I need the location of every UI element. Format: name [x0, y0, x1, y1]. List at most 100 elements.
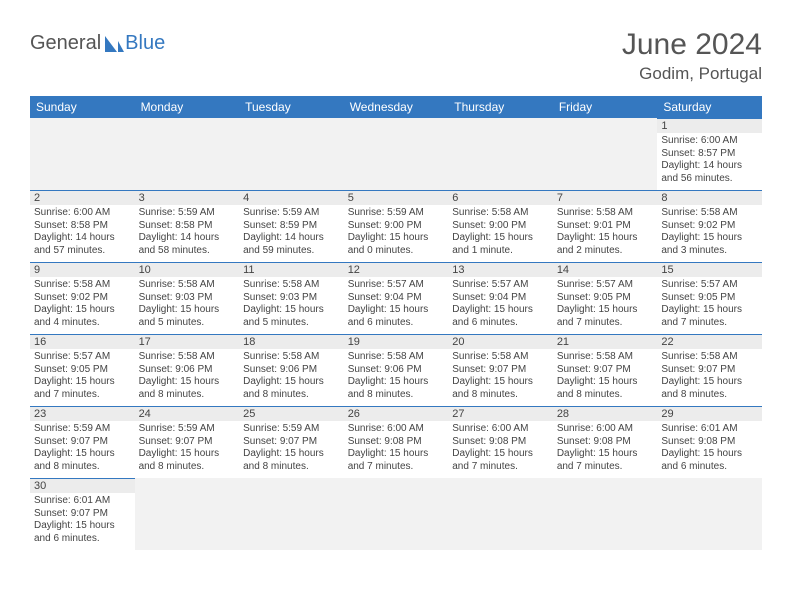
sunset-text: Sunset: 9:06 PM — [243, 364, 340, 377]
sunset-text: Sunset: 9:00 PM — [452, 220, 549, 233]
daylight-text: Daylight: 15 hours and 8 minutes. — [348, 376, 445, 401]
day-cell: 27Sunrise: 6:00 AMSunset: 9:08 PMDayligh… — [448, 406, 553, 478]
daylight-text: Daylight: 15 hours and 6 minutes. — [34, 520, 131, 545]
daylight-text: Daylight: 15 hours and 2 minutes. — [557, 232, 654, 257]
day-number: 12 — [344, 262, 449, 277]
day-cell — [657, 478, 762, 550]
sunset-text: Sunset: 9:03 PM — [243, 292, 340, 305]
weekday-header: Wednesday — [344, 96, 449, 118]
daylight-text: Daylight: 14 hours and 56 minutes. — [661, 160, 758, 185]
daylight-text: Daylight: 15 hours and 7 minutes. — [34, 376, 131, 401]
daylight-text: Daylight: 15 hours and 6 minutes. — [452, 304, 549, 329]
day-number: 6 — [448, 190, 553, 205]
daylight-text: Daylight: 15 hours and 8 minutes. — [452, 376, 549, 401]
day-number: 22 — [657, 334, 762, 349]
empty-cell — [135, 118, 240, 190]
day-cell: 13Sunrise: 5:57 AMSunset: 9:04 PMDayligh… — [448, 262, 553, 334]
day-number: 14 — [553, 262, 658, 277]
day-number: 9 — [30, 262, 135, 277]
day-number: 15 — [657, 262, 762, 277]
day-number: 29 — [657, 406, 762, 421]
day-number: 20 — [448, 334, 553, 349]
sunset-text: Sunset: 9:05 PM — [557, 292, 654, 305]
empty-cell — [553, 478, 658, 550]
daylight-text: Daylight: 15 hours and 5 minutes. — [139, 304, 236, 329]
daylight-text: Daylight: 14 hours and 58 minutes. — [139, 232, 236, 257]
sunset-text: Sunset: 9:02 PM — [661, 220, 758, 233]
day-cell — [448, 478, 553, 550]
day-number: 27 — [448, 406, 553, 421]
daylight-text: Daylight: 15 hours and 7 minutes. — [348, 448, 445, 473]
day-content: Sunrise: 5:58 AMSunset: 9:07 PMDaylight:… — [448, 349, 553, 405]
sunrise-text: Sunrise: 6:01 AM — [661, 423, 758, 436]
day-content: Sunrise: 5:58 AMSunset: 9:01 PMDaylight:… — [553, 205, 658, 261]
day-content: Sunrise: 5:58 AMSunset: 9:07 PMDaylight:… — [553, 349, 658, 405]
day-cell: 19Sunrise: 5:58 AMSunset: 9:06 PMDayligh… — [344, 334, 449, 406]
empty-cell — [448, 478, 553, 550]
day-number: 26 — [344, 406, 449, 421]
day-cell — [135, 118, 240, 190]
sunset-text: Sunset: 9:07 PM — [557, 364, 654, 377]
day-number: 23 — [30, 406, 135, 421]
header: General Blue June 2024 Godim, Portugal — [30, 28, 762, 84]
daylight-text: Daylight: 15 hours and 7 minutes. — [557, 448, 654, 473]
daylight-text: Daylight: 15 hours and 8 minutes. — [139, 448, 236, 473]
sunrise-text: Sunrise: 5:58 AM — [661, 351, 758, 364]
weekday-header: Thursday — [448, 96, 553, 118]
day-number: 16 — [30, 334, 135, 349]
week-row: 9Sunrise: 5:58 AMSunset: 9:02 PMDaylight… — [30, 262, 762, 334]
day-cell: 12Sunrise: 5:57 AMSunset: 9:04 PMDayligh… — [344, 262, 449, 334]
sunrise-text: Sunrise: 5:59 AM — [139, 207, 236, 220]
daylight-text: Daylight: 15 hours and 7 minutes. — [452, 448, 549, 473]
sunrise-text: Sunrise: 5:57 AM — [661, 279, 758, 292]
week-row: 1Sunrise: 6:00 AMSunset: 8:57 PMDaylight… — [30, 118, 762, 190]
empty-cell — [448, 118, 553, 190]
day-cell: 6Sunrise: 5:58 AMSunset: 9:00 PMDaylight… — [448, 190, 553, 262]
sunrise-text: Sunrise: 5:58 AM — [452, 207, 549, 220]
day-cell: 10Sunrise: 5:58 AMSunset: 9:03 PMDayligh… — [135, 262, 240, 334]
day-content: Sunrise: 5:59 AMSunset: 9:00 PMDaylight:… — [344, 205, 449, 261]
sunrise-text: Sunrise: 6:00 AM — [348, 423, 445, 436]
day-cell — [553, 118, 658, 190]
day-cell: 2Sunrise: 6:00 AMSunset: 8:58 PMDaylight… — [30, 190, 135, 262]
sunset-text: Sunset: 8:58 PM — [139, 220, 236, 233]
sunset-text: Sunset: 9:08 PM — [661, 436, 758, 449]
sunrise-text: Sunrise: 5:58 AM — [557, 351, 654, 364]
empty-cell — [30, 118, 135, 190]
day-cell — [344, 118, 449, 190]
day-content: Sunrise: 5:57 AMSunset: 9:05 PMDaylight:… — [657, 277, 762, 333]
sunrise-text: Sunrise: 5:58 AM — [243, 351, 340, 364]
day-number: 5 — [344, 190, 449, 205]
daylight-text: Daylight: 15 hours and 4 minutes. — [34, 304, 131, 329]
daylight-text: Daylight: 15 hours and 8 minutes. — [139, 376, 236, 401]
sunrise-text: Sunrise: 6:00 AM — [661, 135, 758, 148]
day-cell: 20Sunrise: 5:58 AMSunset: 9:07 PMDayligh… — [448, 334, 553, 406]
day-cell: 25Sunrise: 5:59 AMSunset: 9:07 PMDayligh… — [239, 406, 344, 478]
day-content: Sunrise: 5:57 AMSunset: 9:05 PMDaylight:… — [30, 349, 135, 405]
day-cell: 9Sunrise: 5:58 AMSunset: 9:02 PMDaylight… — [30, 262, 135, 334]
day-content: Sunrise: 5:58 AMSunset: 9:03 PMDaylight:… — [239, 277, 344, 333]
day-cell: 16Sunrise: 5:57 AMSunset: 9:05 PMDayligh… — [30, 334, 135, 406]
weekday-header: Monday — [135, 96, 240, 118]
sunset-text: Sunset: 9:07 PM — [139, 436, 236, 449]
day-number: 1 — [657, 118, 762, 133]
empty-cell — [344, 118, 449, 190]
daylight-text: Daylight: 15 hours and 8 minutes. — [661, 376, 758, 401]
weekday-header-row: Sunday Monday Tuesday Wednesday Thursday… — [30, 96, 762, 118]
day-content: Sunrise: 6:00 AMSunset: 9:08 PMDaylight:… — [553, 421, 658, 477]
daylight-text: Daylight: 15 hours and 6 minutes. — [348, 304, 445, 329]
daylight-text: Daylight: 14 hours and 57 minutes. — [34, 232, 131, 257]
sunset-text: Sunset: 8:58 PM — [34, 220, 131, 233]
day-cell — [344, 478, 449, 550]
sunrise-text: Sunrise: 5:57 AM — [348, 279, 445, 292]
day-number: 13 — [448, 262, 553, 277]
day-cell: 24Sunrise: 5:59 AMSunset: 9:07 PMDayligh… — [135, 406, 240, 478]
daylight-text: Daylight: 15 hours and 7 minutes. — [557, 304, 654, 329]
empty-cell — [239, 118, 344, 190]
sunset-text: Sunset: 8:59 PM — [243, 220, 340, 233]
day-content: Sunrise: 5:59 AMSunset: 8:58 PMDaylight:… — [135, 205, 240, 261]
sunset-text: Sunset: 9:08 PM — [557, 436, 654, 449]
day-number: 7 — [553, 190, 658, 205]
day-content: Sunrise: 5:57 AMSunset: 9:04 PMDaylight:… — [344, 277, 449, 333]
day-cell: 30Sunrise: 6:01 AMSunset: 9:07 PMDayligh… — [30, 478, 135, 550]
